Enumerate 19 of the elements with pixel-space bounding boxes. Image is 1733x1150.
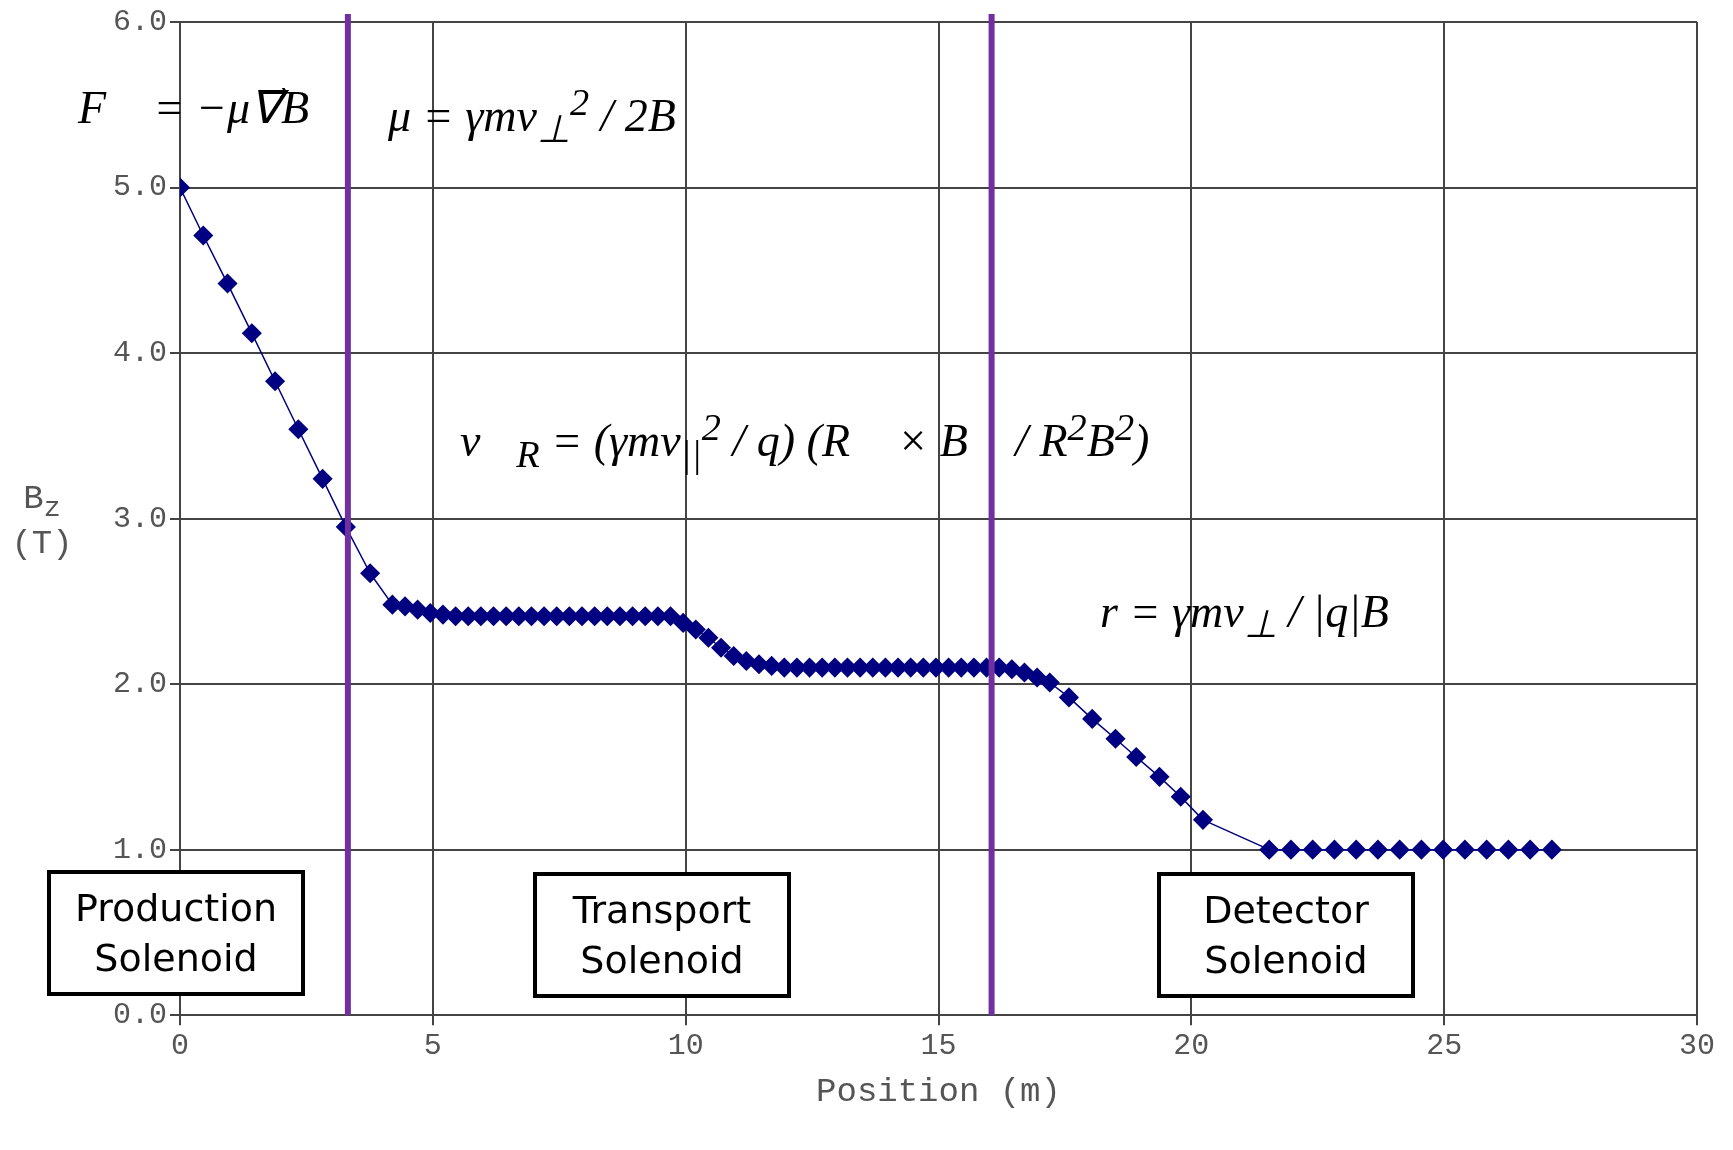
x-tick-label: 5 [423, 1029, 442, 1064]
x-tick-label: 15 [920, 1029, 957, 1064]
y-tick-label: 1.0 [112, 832, 167, 867]
y-axis-title: B$_{z}$ (T) [10, 480, 74, 563]
y-tick-label: 5.0 [112, 170, 167, 205]
y-tick-label: 6.0 [112, 4, 167, 39]
x-tick-label: 10 [667, 1029, 704, 1064]
annotation: Production Solenoid [47, 870, 305, 996]
y-tick-label: 3.0 [112, 501, 167, 536]
x-tick-label: 25 [1426, 1029, 1463, 1064]
y-tick-label: 4.0 [112, 336, 167, 370]
x-tick-label: 20 [1173, 1029, 1210, 1064]
x-tick-label: 0 [170, 1029, 190, 1064]
x-tick-label: 30 [1678, 1029, 1716, 1064]
y-tick-label: 0.0 [112, 998, 167, 1033]
annotation: Detector Solenoid [1157, 872, 1415, 998]
x-axis-title: Position (m) [816, 1072, 1061, 1111]
annotation: Transport Solenoid [533, 872, 791, 998]
y-tick-label: 2.0 [112, 667, 167, 702]
